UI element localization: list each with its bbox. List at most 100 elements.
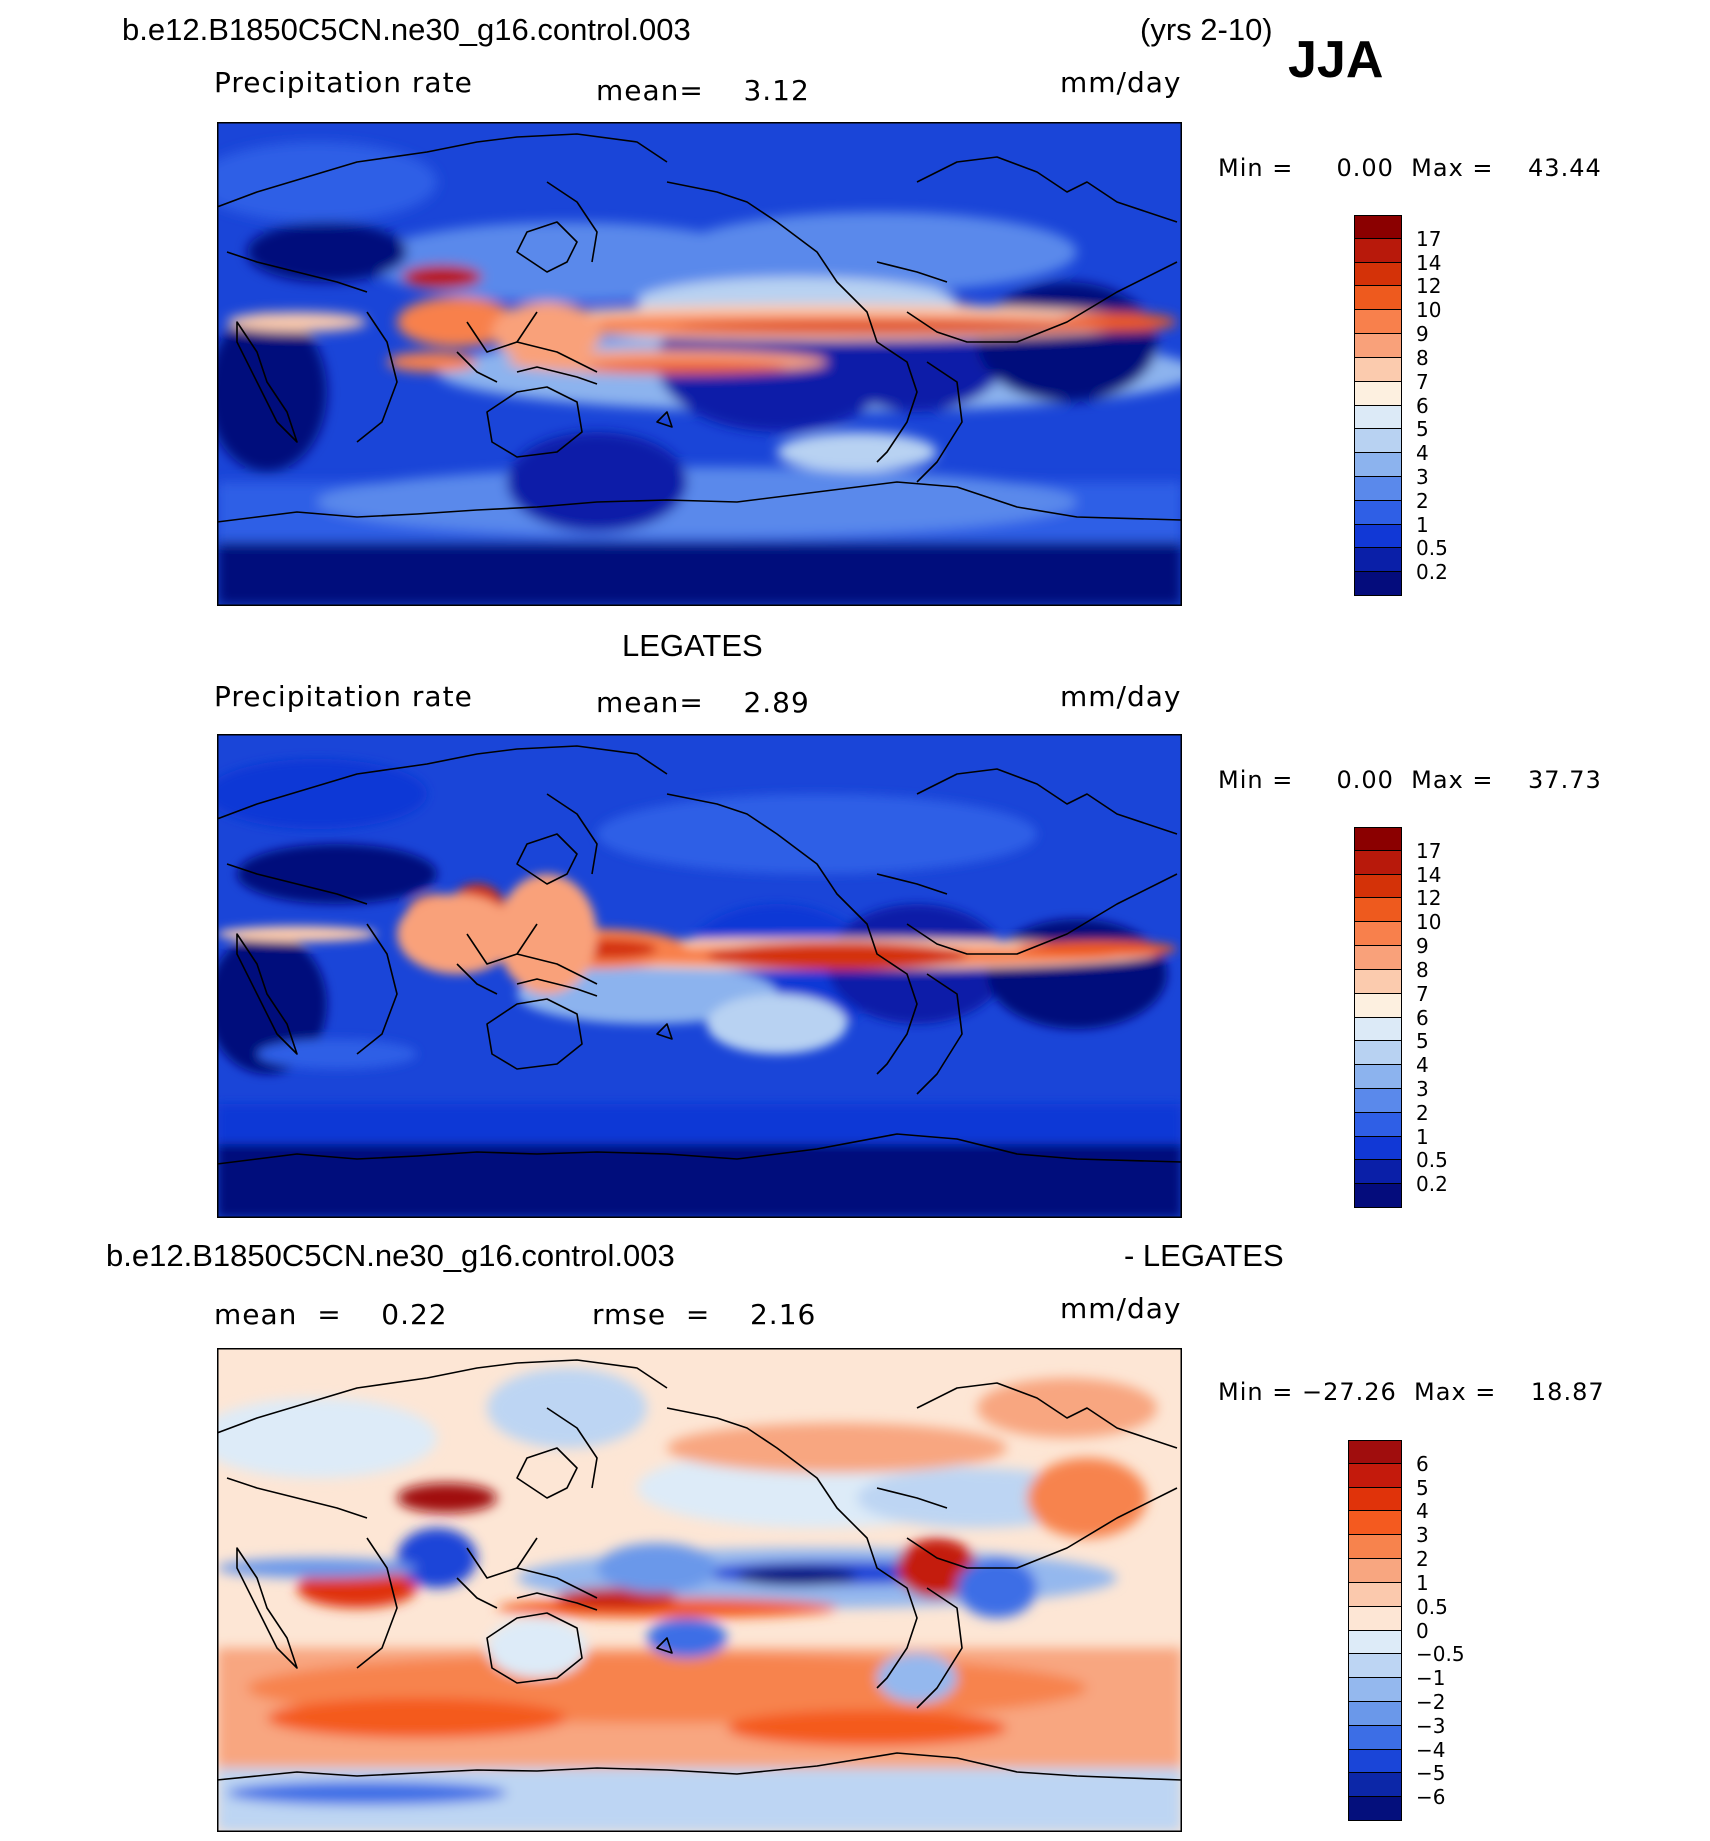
panel1-variable-label: Precipitation rate [214, 66, 473, 99]
colorbar-tick-label: 0.5 [1416, 536, 1448, 561]
colorbar-swatch [1354, 429, 1402, 454]
panel2-variable-label: Precipitation rate [214, 680, 473, 713]
colorbar-swatch [1348, 1535, 1402, 1560]
panel2-title: LEGATES [622, 628, 763, 663]
colorbar-swatch [1348, 1678, 1402, 1702]
colorbar-tick-label: 7 [1416, 981, 1429, 1006]
colorbar-swatch [1354, 334, 1402, 358]
colorbar-swatch [1354, 262, 1402, 287]
panel1-mean-label: mean= 3.12 [596, 74, 810, 107]
panel3-diff-map [217, 1348, 1182, 1832]
colorbar-tick-label: 2 [1416, 1100, 1429, 1125]
colorbar-tick-label: 12 [1416, 886, 1442, 911]
colorbar-swatch [1348, 1606, 1402, 1631]
colorbar-tick-label: 14 [1416, 862, 1442, 887]
colorbar-tick-label: 8 [1416, 957, 1429, 982]
colorbar-swatch [1354, 453, 1402, 477]
panel3-minmax-label: Min = −27.26 Max = 18.87 [1218, 1378, 1605, 1406]
colorbar-swatch [1348, 1511, 1402, 1536]
colorbar-swatch [1354, 993, 1402, 1018]
colorbar-swatch [1354, 476, 1402, 501]
colorbar-tick-label: 3 [1416, 1076, 1429, 1101]
panel1-minmax-label: Min = 0.00 Max = 43.44 [1218, 154, 1602, 182]
colorbar-swatch [1354, 215, 1402, 239]
colorbar-swatch [1354, 1065, 1402, 1089]
colorbar-frame [1354, 827, 1402, 1208]
colorbar-swatch [1354, 548, 1402, 573]
colorbar-swatch [1354, 524, 1402, 549]
colorbar-swatch [1354, 946, 1402, 970]
panel2-mean-label: mean= 2.89 [596, 686, 810, 719]
panel3-title-left: b.e12.B1850C5CN.ne30_g16.control.003 [106, 1238, 675, 1273]
colorbar-swatch [1354, 1112, 1402, 1137]
colorbar-swatch [1354, 286, 1402, 311]
colorbar-tick-label: −3 [1416, 1713, 1446, 1738]
colorbar-swatch [1348, 1725, 1402, 1750]
colorbar-tick-label: 1 [1416, 512, 1429, 537]
colorbar-swatch [1354, 1136, 1402, 1161]
colorbar-swatch [1348, 1701, 1402, 1726]
colorbar-swatch [1354, 1160, 1402, 1185]
colorbar-swatch [1354, 1017, 1402, 1042]
colorbar-tick-label: 4 [1416, 1053, 1429, 1078]
colorbar-swatch [1354, 850, 1402, 875]
colorbar-tick-label: 5 [1416, 1475, 1429, 1500]
colorbar-tick-label: 9 [1416, 322, 1429, 347]
colorbar-tick-label: −6 [1416, 1785, 1446, 1810]
panel1-precip-map [217, 122, 1182, 606]
colorbar-swatch [1354, 1088, 1402, 1113]
colorbar-swatch [1354, 405, 1402, 430]
colorbar-swatch [1354, 238, 1402, 263]
colorbar-tick-label: −4 [1416, 1737, 1446, 1762]
years-label: (yrs 2-10) [1140, 12, 1273, 47]
colorbar-tick-label: 10 [1416, 298, 1442, 323]
colorbar-swatch [1354, 827, 1402, 851]
colorbar-tick-label: −5 [1416, 1761, 1446, 1786]
panel2-units-label: mm/day [1060, 680, 1182, 713]
colorbar-tick-label: 2 [1416, 488, 1429, 513]
colorbar-tick-label: 0.5 [1416, 1148, 1448, 1173]
colorbar-swatch [1348, 1440, 1402, 1464]
colorbar-tick-label: 5 [1416, 1029, 1429, 1054]
panel3-colorbar: 6 5 4 3 2 1 0.5 0 −0.5 −1 −2 −3 −4 −5 −6 [1348, 1440, 1465, 1821]
colorbar-tick-label: 7 [1416, 369, 1429, 394]
colorbar-swatch [1354, 310, 1402, 335]
colorbar-tick-label: 2 [1416, 1547, 1429, 1572]
colorbar-swatch [1348, 1487, 1402, 1512]
panel1-units-label: mm/day [1060, 66, 1182, 99]
colorbar-tick-label: −2 [1416, 1689, 1446, 1714]
panel2-minmax-label: Min = 0.00 Max = 37.73 [1218, 766, 1602, 794]
colorbar-tick-label: 9 [1416, 934, 1429, 959]
colorbar-swatch [1354, 922, 1402, 947]
colorbar-tick-label: 6 [1416, 1005, 1429, 1030]
colorbar-tick-label: 1 [1416, 1124, 1429, 1149]
colorbar-tick-label: 17 [1416, 226, 1442, 251]
panel1-colorbar: 17 14 12 10 9 8 7 6 5 4 3 2 1 0.5 0.2 [1354, 215, 1448, 596]
colorbar-tick-label: 0.2 [1416, 1172, 1448, 1197]
colorbar-swatch [1354, 898, 1402, 923]
colorbar-tick-label: 4 [1416, 441, 1429, 466]
colorbar-frame [1348, 1440, 1402, 1821]
panel3-mean-label: mean = 0.22 [214, 1298, 448, 1331]
panel2-precip-map [217, 734, 1182, 1218]
colorbar-tick-label: 6 [1416, 393, 1429, 418]
colorbar-tick-label: 12 [1416, 274, 1442, 299]
colorbar-tick-label: 5 [1416, 417, 1429, 442]
colorbar-tick-label: −1 [1416, 1666, 1446, 1691]
colorbar-tick-label: −0.5 [1416, 1642, 1465, 1667]
colorbar-swatch [1354, 874, 1402, 899]
colorbar-tick-label: 8 [1416, 345, 1429, 370]
colorbar-tick-label: 6 [1416, 1451, 1429, 1476]
season-label: JJA [1288, 31, 1384, 89]
colorbar-swatch [1348, 1582, 1402, 1607]
colorbar-swatch [1354, 969, 1402, 994]
colorbar-swatch [1354, 500, 1402, 525]
colorbar-tick-label: 10 [1416, 910, 1442, 935]
colorbar-swatch [1354, 1041, 1402, 1066]
colorbar-swatch [1348, 1630, 1402, 1655]
colorbar-tick-label: 14 [1416, 250, 1442, 275]
colorbar-tick-label: 0.2 [1416, 560, 1448, 585]
colorbar-tick-label: 4 [1416, 1499, 1429, 1524]
colorbar-tick-label: 3 [1416, 1523, 1429, 1548]
panel3-title-right: - LEGATES [1124, 1238, 1284, 1273]
